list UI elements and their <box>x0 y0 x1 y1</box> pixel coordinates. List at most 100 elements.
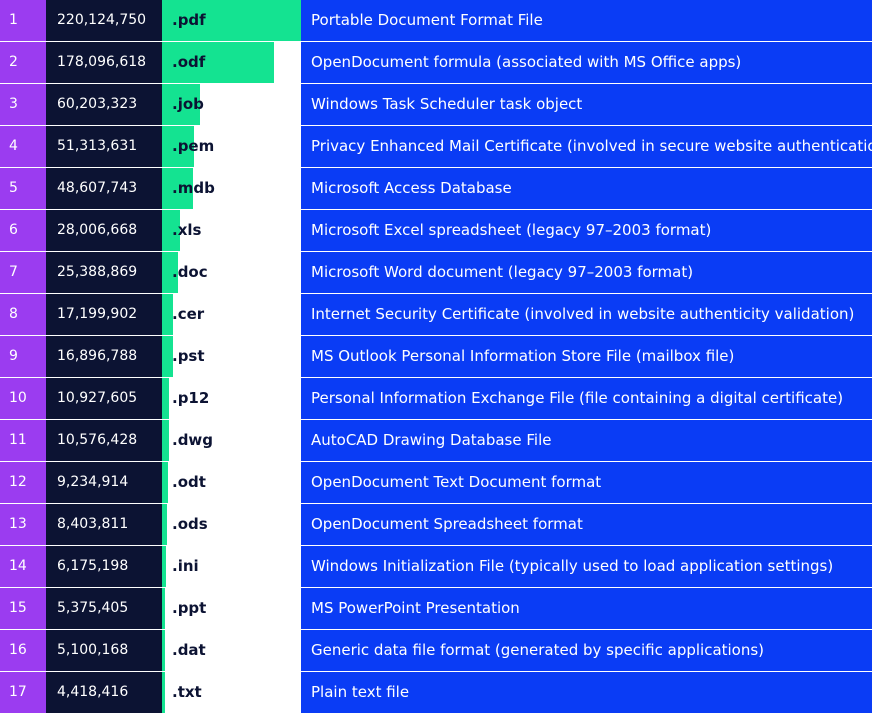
count-label: 60,203,323 <box>46 84 162 125</box>
rank-cell: 3 <box>0 84 46 125</box>
description-cell: Microsoft Access Database <box>301 168 872 209</box>
description-cell: MS PowerPoint Presentation <box>301 588 872 629</box>
table-row: 12 9,234,914 .odt OpenDocument Text Documen… <box>0 462 872 503</box>
extension-label: .pem <box>172 137 215 155</box>
description-cell: Windows Task Scheduler task object <box>301 84 872 125</box>
bar-cell: .mdb <box>162 168 301 209</box>
extension-label: .job <box>172 95 204 113</box>
description-cell: MS Outlook Personal Information Store Fi… <box>301 336 872 377</box>
bar <box>162 252 179 293</box>
extension-label: .xls <box>172 221 202 239</box>
bar <box>162 126 195 167</box>
count-label: 51,313,631 <box>46 126 162 167</box>
table-row: 9 16,896,788 .pst MS Outlook Personal Infor… <box>0 336 872 377</box>
table-row: 8 17,199,902 .cer Internet Security Certifi… <box>0 294 872 335</box>
table-row: 11 10,576,428 .dwg AutoCAD Drawing Database… <box>0 420 872 461</box>
bar-cell: .dwg <box>162 420 301 461</box>
table-row: 17 4,418,416 .txt Plain text file <box>0 672 872 713</box>
table-row: 3 60,203,323 .job Windows Task Scheduler ta… <box>0 84 872 125</box>
description-cell: OpenDocument Spreadsheet format <box>301 504 872 545</box>
extension-label: .odt <box>172 473 206 491</box>
count-label: 16,896,788 <box>46 336 162 377</box>
bar-cell: .ini <box>162 546 301 587</box>
extension-label: .odf <box>172 53 206 71</box>
extension-label: .p12 <box>172 389 210 407</box>
description-cell: Windows Initialization File (typically u… <box>301 546 872 587</box>
bar-cell: .pem <box>162 126 301 167</box>
extension-label: .doc <box>172 263 208 281</box>
table-row: 10 10,927,605 .p12 Personal Information Exc… <box>0 378 872 419</box>
rank-cell: 8 <box>0 294 46 335</box>
count-label: 6,175,198 <box>46 546 162 587</box>
table-row: 5 48,607,743 .mdb Microsoft Access Database <box>0 168 872 209</box>
rank-cell: 12 <box>0 462 46 503</box>
rank-cell: 11 <box>0 420 46 461</box>
description-cell: Privacy Enhanced Mail Certificate (invol… <box>301 126 872 167</box>
count-label: 10,927,605 <box>46 378 162 419</box>
table-row: 16 5,100,168 .dat Generic data file format … <box>0 630 872 671</box>
bar <box>162 378 169 419</box>
bar-cell: .job <box>162 84 301 125</box>
table-row: 4 51,313,631 .pem Privacy Enhanced Mail Cer… <box>0 126 872 167</box>
rank-cell: 14 <box>0 546 46 587</box>
description-cell: Microsoft Word document (legacy 97–2003 … <box>301 252 872 293</box>
bar <box>162 462 168 503</box>
extension-label: .dat <box>172 641 206 659</box>
extension-label: .pst <box>172 347 205 365</box>
bar-cell: .xls <box>162 210 301 251</box>
description-cell: Internet Security Certificate (involved … <box>301 294 872 335</box>
extension-label: .pdf <box>172 11 206 29</box>
rank-cell: 15 <box>0 588 46 629</box>
rank-cell: 6 <box>0 210 46 251</box>
bar <box>162 630 166 671</box>
description-cell: OpenDocument Text Document format <box>301 462 872 503</box>
table-row: 13 8,403,811 .ods OpenDocument Spreadsheet … <box>0 504 872 545</box>
count-label: 5,100,168 <box>46 630 162 671</box>
rank-cell: 2 <box>0 42 46 83</box>
description-cell: AutoCAD Drawing Database File <box>301 420 872 461</box>
bar <box>162 546 166 587</box>
rank-cell: 9 <box>0 336 46 377</box>
rank-cell: 5 <box>0 168 46 209</box>
bar-cell: .ods <box>162 504 301 545</box>
bar <box>162 504 168 545</box>
rank-cell: 4 <box>0 126 46 167</box>
table-row: 15 5,375,405 .ppt MS PowerPoint Presentatio… <box>0 588 872 629</box>
bar-cell: .txt <box>162 672 301 713</box>
count-label: 48,607,743 <box>46 168 162 209</box>
bar-cell: .ppt <box>162 588 301 629</box>
extension-label: .ods <box>172 515 208 533</box>
bar <box>162 0 301 41</box>
extension-label: .mdb <box>172 179 215 197</box>
description-cell: Generic data file format (generated by s… <box>301 630 872 671</box>
count-label: 5,375,405 <box>46 588 162 629</box>
count-label: 25,388,869 <box>46 252 162 293</box>
rank-cell: 10 <box>0 378 46 419</box>
count-label: 178,096,618 <box>46 42 162 83</box>
description-cell: Microsoft Excel spreadsheet (legacy 97–2… <box>301 210 872 251</box>
bar <box>162 672 165 713</box>
table-row: 7 25,388,869 .doc Microsoft Word document (… <box>0 252 872 293</box>
count-label: 28,006,668 <box>46 210 162 251</box>
description-cell: Portable Document Format File <box>301 0 872 41</box>
description-cell: Plain text file <box>301 672 872 713</box>
bar <box>162 420 169 461</box>
rank-cell: 1 <box>0 0 46 41</box>
bar <box>162 42 275 83</box>
bar-cell: .cer <box>162 294 301 335</box>
description-cell: OpenDocument formula (associated with MS… <box>301 42 872 83</box>
bar-cell: .odf <box>162 42 301 83</box>
table-row: 2 178,096,618 .odf OpenDocument formula (as… <box>0 42 872 83</box>
bar <box>162 294 173 335</box>
bar <box>162 168 193 209</box>
extension-label: .cer <box>172 305 205 323</box>
bar-cell: .pst <box>162 336 301 377</box>
rank-cell: 16 <box>0 630 46 671</box>
bar <box>162 84 201 125</box>
count-label: 17,199,902 <box>46 294 162 335</box>
table-row: 6 28,006,668 .xls Microsoft Excel spreadshe… <box>0 210 872 251</box>
bar-cell: .p12 <box>162 378 301 419</box>
extension-label: .ppt <box>172 599 207 617</box>
count-label: 10,576,428 <box>46 420 162 461</box>
